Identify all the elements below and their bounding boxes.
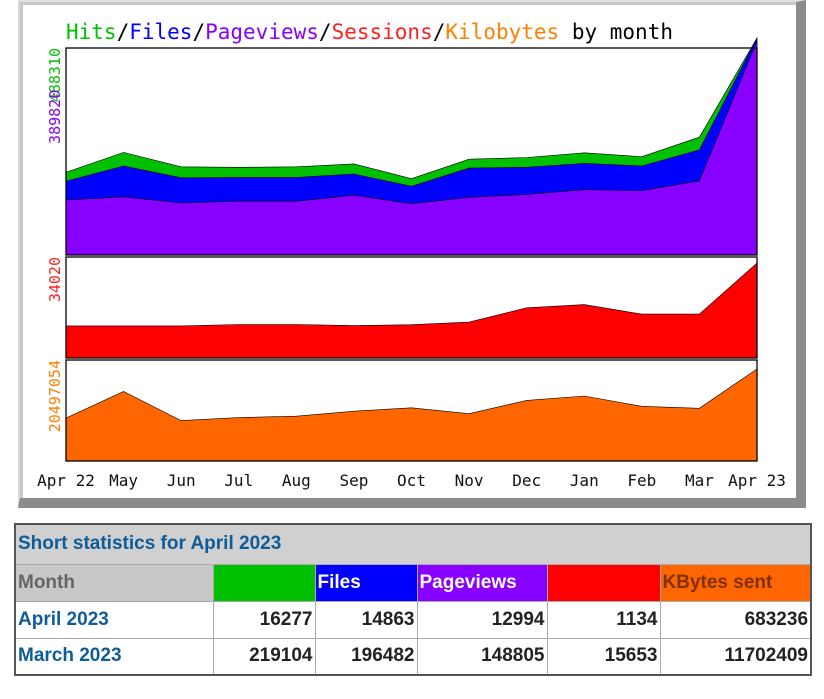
kbytes-value: 683236	[659, 600, 812, 639]
x-tick-label: Apr 23	[728, 471, 786, 490]
stats-caption: Short statistics for April 2023	[14, 523, 812, 565]
y-tick-label: 20497054	[46, 360, 64, 432]
month-link[interactable]: April 2023	[14, 600, 214, 639]
x-tick-label: Jan	[570, 471, 599, 490]
x-tick-label: Aug	[282, 471, 311, 490]
x-tick-label: Dec	[512, 471, 541, 490]
kbytes-value: 11702409	[659, 637, 812, 676]
chart-title-part: /	[117, 20, 130, 44]
column-header-month: Month	[14, 563, 214, 602]
area-pageviews	[65, 40, 758, 256]
y-tick-label: 34020	[46, 257, 64, 302]
pageviews-value: 148805	[416, 637, 548, 676]
chart-title-part: Sessions	[332, 20, 433, 44]
chart-title: Hits/Files/Pageviews/Sessions/Kilobytes …	[66, 20, 673, 44]
column-header-sessions: Sessions	[546, 563, 661, 602]
chart-title-part: /	[192, 20, 205, 44]
chart-title-part: Files	[129, 20, 192, 44]
month-link[interactable]: March 2023	[14, 637, 214, 676]
column-header-pageviews: Pageviews	[416, 563, 548, 602]
chart-title-part: Pageviews	[205, 20, 319, 44]
chart-title-part: by month	[559, 20, 673, 44]
x-tick-label: May	[109, 471, 138, 490]
panel-border	[65, 256, 758, 359]
y-tick-label: 389820	[46, 90, 64, 144]
panel-border	[65, 359, 758, 462]
area-kilobytes	[65, 368, 758, 462]
pageviews-value: 12994	[416, 600, 548, 639]
chart-title-part: Kilobytes	[445, 20, 559, 44]
x-tick-label: Apr 22	[37, 471, 95, 490]
x-tick-label: Jul	[224, 471, 253, 490]
hits-value: 16277	[212, 600, 316, 639]
column-header-hits: Hits	[212, 563, 316, 602]
hits-value: 219104	[212, 637, 316, 676]
chart-title-part: /	[433, 20, 446, 44]
files-value: 196482	[314, 637, 418, 676]
x-tick-label: Oct	[397, 471, 426, 490]
short-statistics-table: Short statistics for April 2023 Month Hit…	[14, 523, 813, 676]
x-tick-label: Mar	[685, 471, 714, 490]
chart-title-part: Hits	[66, 20, 117, 44]
table-row: April 2023 16277 14863 12994 1134 683236	[14, 600, 812, 639]
column-header-kbytes-sent: KBytes sent	[659, 563, 812, 602]
x-tick-label: Jun	[167, 471, 196, 490]
table-row: March 2023 219104 196482 148805 15653 1170240…	[14, 637, 812, 676]
area-sessions	[65, 262, 758, 359]
monthly-chart-svg: Hits/Files/Pageviews/Sessions/Kilobytes …	[37, 20, 786, 490]
sessions-value: 15653	[546, 637, 661, 676]
files-value: 14863	[314, 600, 418, 639]
panel-border	[65, 47, 758, 256]
x-tick-label: Feb	[627, 471, 656, 490]
sessions-value: 1134	[546, 600, 661, 639]
x-tick-label: Nov	[455, 471, 484, 490]
y-tick-label: 488310	[46, 48, 64, 102]
column-header-files: Files	[314, 563, 418, 602]
chart-title-part: /	[319, 20, 332, 44]
x-tick-label: Sep	[339, 471, 368, 490]
monthly-chart: Hits/Files/Pageviews/Sessions/Kilobytes …	[18, 0, 806, 508]
